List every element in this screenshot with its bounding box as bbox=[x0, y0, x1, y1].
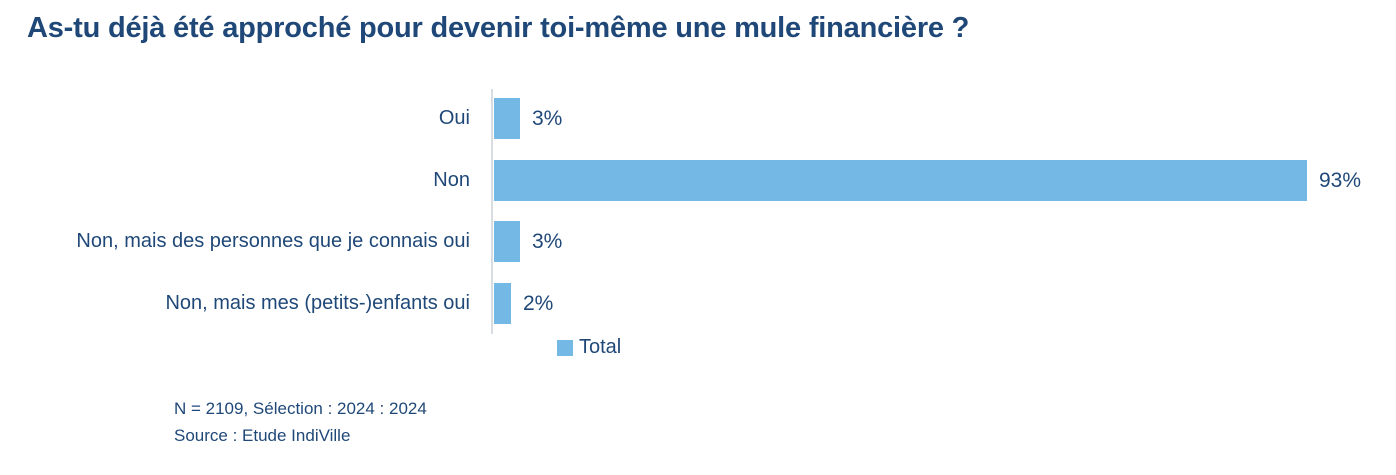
chart-footnote: N = 2109, Sélection : 2024 : 2024 Source… bbox=[174, 395, 427, 449]
legend-swatch-icon bbox=[557, 339, 573, 356]
value-label: 3% bbox=[532, 107, 563, 130]
legend-label: Total bbox=[579, 336, 622, 358]
value-label: 93% bbox=[1319, 168, 1362, 192]
chart-row: Non, mais des personnes que je connais o… bbox=[0, 221, 1396, 262]
bar bbox=[494, 98, 520, 139]
value-label: 2% bbox=[523, 291, 554, 315]
chart-title: As-tu déjà été approché pour devenir toi… bbox=[27, 12, 970, 44]
value-label: 3% bbox=[532, 230, 563, 253]
chart-row: Oui 3% bbox=[0, 98, 1396, 139]
bar bbox=[494, 221, 520, 262]
sample-size-note: N = 2109, Sélection : 2024 : 2024 bbox=[174, 399, 427, 418]
category-label: Oui bbox=[438, 107, 470, 129]
category-label: Non, mais des personnes que je connais o… bbox=[76, 230, 470, 252]
chart-row: Non, mais mes (petits-)enfants oui 2% bbox=[0, 282, 1396, 324]
bar bbox=[494, 282, 511, 324]
category-label: Non bbox=[433, 168, 470, 191]
source-note: Source : Etude IndiVille bbox=[174, 426, 351, 445]
bar bbox=[494, 159, 1307, 201]
chart-row: Non 93% bbox=[0, 159, 1396, 201]
y-axis-line bbox=[491, 89, 493, 334]
chart-legend: Total bbox=[557, 336, 621, 359]
category-label: Non, mais mes (petits-)enfants oui bbox=[165, 291, 470, 314]
